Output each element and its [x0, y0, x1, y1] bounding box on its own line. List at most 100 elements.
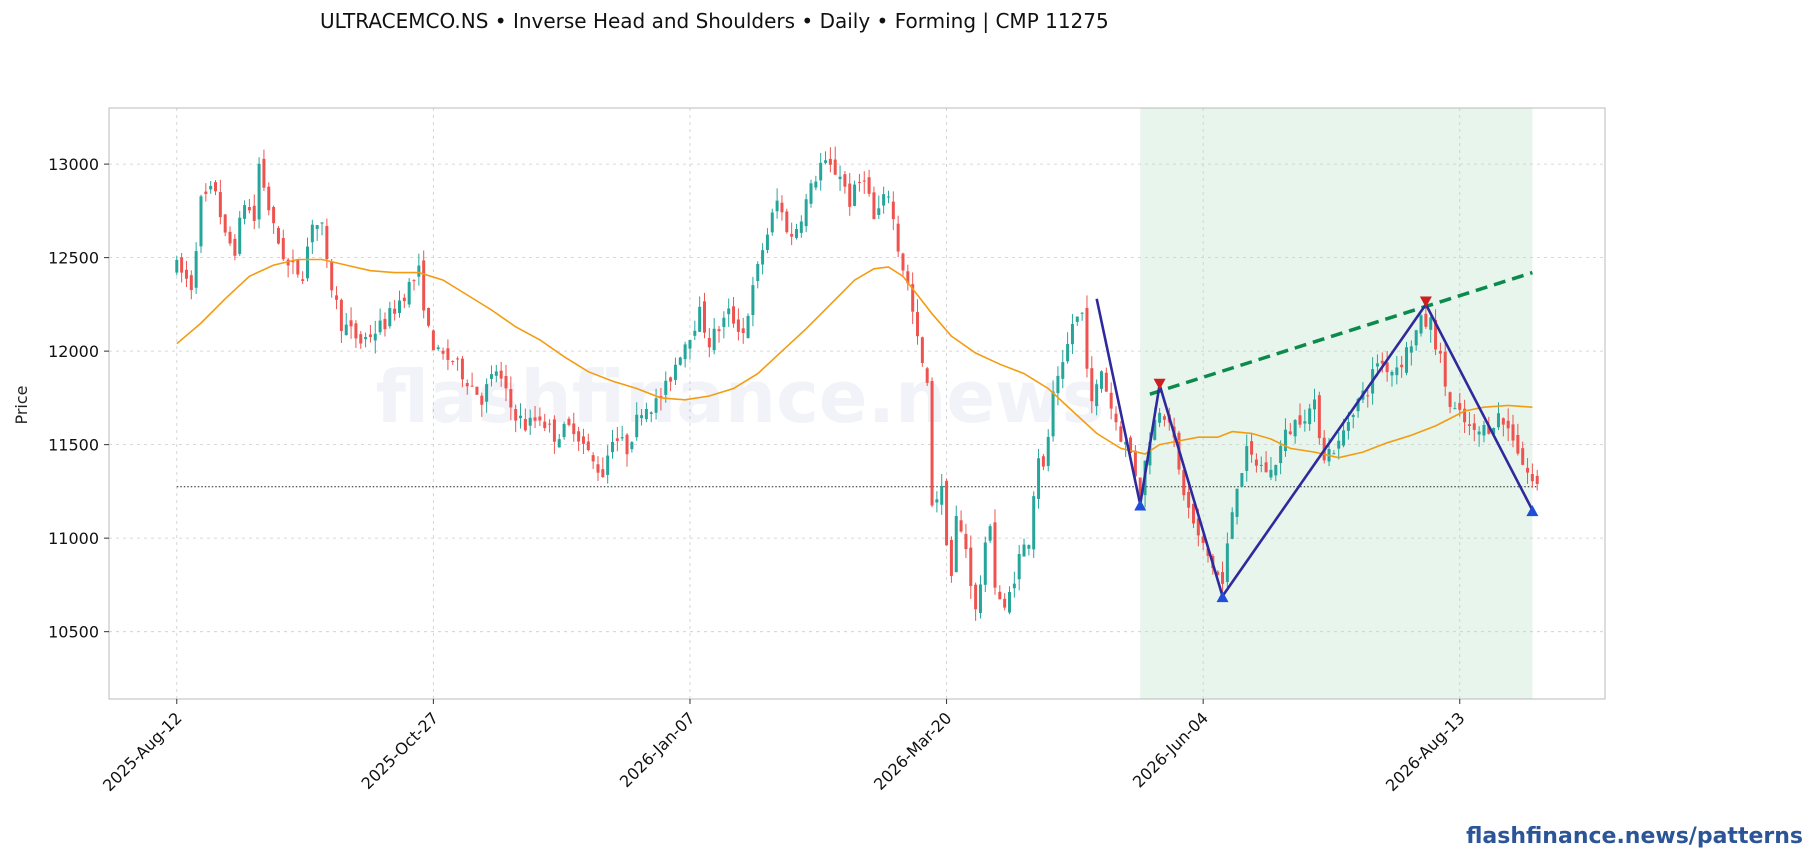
candle: [969, 535, 973, 600]
x-tick-label: 2026-Jun-04: [1129, 708, 1212, 791]
candle-body: [1516, 435, 1520, 454]
candle-body: [814, 181, 818, 188]
candle-body: [194, 251, 198, 288]
candle-body: [669, 377, 673, 382]
moving-average: [176, 258, 1533, 459]
candle-body: [533, 417, 537, 421]
candle-body: [1395, 367, 1399, 376]
candle: [1293, 419, 1297, 444]
candle: [1022, 538, 1026, 557]
candle-body: [397, 300, 401, 314]
candle: [1448, 391, 1452, 414]
trough-marker: [1216, 591, 1229, 603]
candle-body: [601, 469, 605, 478]
candle-body: [1453, 408, 1457, 410]
candle-body: [402, 297, 406, 302]
candle: [935, 491, 939, 513]
candle: [1191, 503, 1195, 528]
candle-body: [393, 308, 397, 314]
candle: [257, 157, 261, 229]
candle-body: [519, 415, 523, 419]
candle-body: [499, 370, 503, 379]
candle-body: [1414, 330, 1418, 346]
candle: [1337, 432, 1341, 460]
candle: [1240, 472, 1244, 488]
candle-body: [1235, 488, 1239, 517]
candle-body: [1008, 591, 1012, 613]
candle-body: [427, 307, 431, 326]
candle-body: [528, 417, 532, 426]
candle: [1017, 545, 1021, 591]
candle-body: [1409, 346, 1413, 353]
candle: [1133, 445, 1137, 481]
candle-body: [543, 421, 547, 429]
candle: [393, 300, 397, 321]
candle: [693, 320, 697, 340]
candle-body: [1109, 392, 1113, 409]
candle: [325, 218, 329, 268]
candle: [247, 198, 251, 214]
candle-body: [1463, 408, 1467, 423]
candle: [843, 171, 847, 194]
candle-body: [853, 184, 857, 206]
candle: [1332, 450, 1336, 455]
candle-body: [896, 223, 900, 252]
candle: [330, 258, 334, 298]
candle-body: [567, 418, 571, 425]
candle-body: [1080, 312, 1084, 314]
candle-body: [765, 234, 769, 250]
candle: [794, 223, 798, 240]
candle: [635, 402, 639, 441]
candle: [1317, 391, 1321, 445]
candle-body: [649, 412, 653, 414]
candle-body: [538, 416, 542, 421]
candle: [543, 413, 547, 432]
candle: [615, 426, 619, 452]
candle: [1472, 414, 1476, 442]
candle-body: [828, 158, 832, 165]
candle: [983, 536, 987, 593]
candle: [267, 182, 271, 216]
candle: [1124, 439, 1128, 457]
candle: [441, 347, 445, 360]
candle: [189, 270, 193, 300]
candle-body: [485, 384, 489, 402]
candle-body: [1308, 408, 1312, 425]
candle-body: [204, 191, 208, 194]
candle: [1400, 355, 1404, 378]
candle: [1288, 423, 1292, 436]
candle-body: [1250, 441, 1254, 455]
candle: [489, 365, 493, 387]
candle-body: [945, 480, 949, 546]
candle: [891, 191, 895, 231]
candle: [1283, 418, 1287, 457]
candle-body: [1458, 403, 1462, 410]
candle-body: [557, 439, 561, 448]
candle-body: [339, 299, 343, 331]
candle-body: [436, 347, 440, 350]
candle: [1279, 440, 1283, 475]
candle: [1395, 356, 1399, 385]
candle-body: [1119, 426, 1123, 442]
candle-body: [635, 414, 639, 438]
candle: [354, 320, 358, 348]
candle: [804, 193, 808, 233]
candle-body: [354, 323, 358, 339]
candle: [209, 181, 213, 194]
candle-body: [1385, 362, 1389, 373]
candle: [1526, 458, 1530, 484]
candle-body: [964, 533, 968, 550]
candle: [1269, 457, 1273, 481]
candle-body: [848, 183, 852, 207]
candle: [1027, 544, 1031, 556]
candle-body: [175, 259, 179, 273]
candle-body: [974, 584, 978, 610]
candle: [368, 324, 372, 343]
candle-body: [1274, 465, 1278, 476]
candle-body: [620, 437, 624, 439]
candle-body: [509, 388, 513, 408]
candle-body: [978, 584, 982, 614]
candle: [301, 271, 305, 285]
candle-body: [441, 350, 445, 354]
candle: [402, 293, 406, 309]
